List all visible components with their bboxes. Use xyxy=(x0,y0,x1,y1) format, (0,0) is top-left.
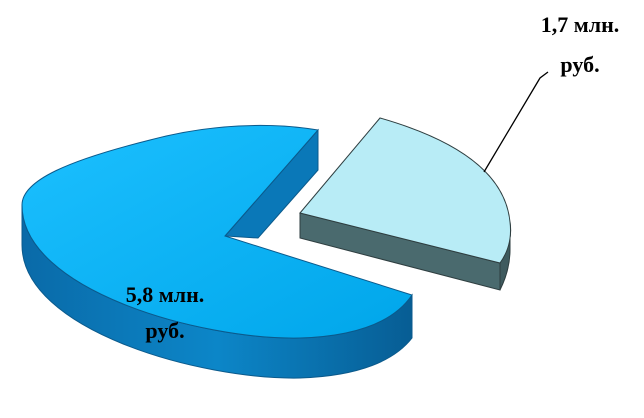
pie-slice-small xyxy=(299,117,512,291)
pie-slice-large-top xyxy=(21,124,413,339)
pie-label-large-line2: руб. xyxy=(145,318,184,343)
pie-label-large-line1: 5,8 млн. xyxy=(126,282,205,307)
pie-slice-small-top xyxy=(299,117,511,264)
pie-slice-large: 5,8 млн. руб. xyxy=(21,124,413,379)
pie-label-small-line2: руб. xyxy=(560,52,599,77)
pie-label-small-line1: 1,7 млн. xyxy=(541,12,620,37)
pie-leader-line-small xyxy=(483,71,549,173)
